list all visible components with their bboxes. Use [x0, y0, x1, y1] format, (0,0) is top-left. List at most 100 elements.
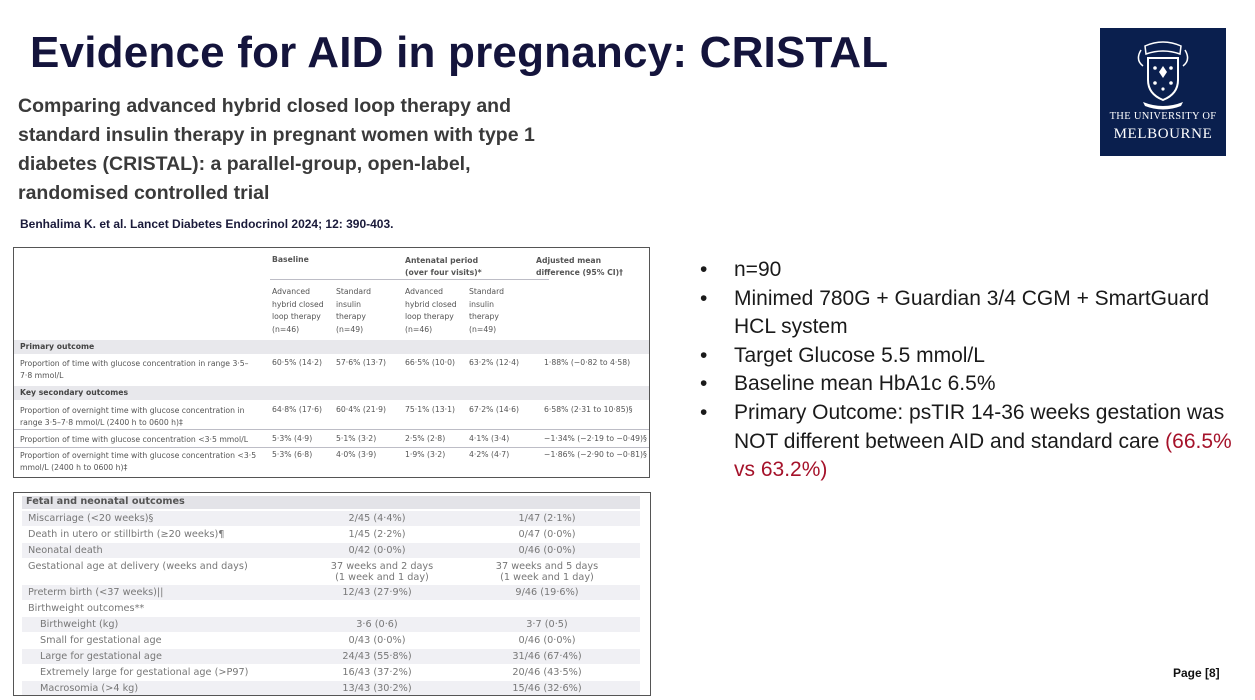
- cell: 63·2% (12·4): [469, 358, 519, 367]
- cell: 57·6% (13·7): [336, 358, 386, 367]
- cell: 60·4% (21·9): [336, 405, 386, 414]
- cell: 5·3% (4·9): [272, 434, 313, 443]
- table-row: Miscarriage (<20 weeks)§ 2/45 (4·4%) 1/4…: [22, 511, 640, 526]
- table-row: Birthweight (kg) 3·6 (0·6) 3·7 (0·5): [22, 617, 640, 632]
- col-antenatal-ahcl: Advanced hybrid closed loop therapy (n=4…: [405, 287, 457, 334]
- cell: 4·0% (3·9): [336, 450, 377, 459]
- cell: 13/43 (30·2%): [342, 683, 412, 694]
- bullet-text: Primary Outcome: psTIR 14-36 weeks gesta…: [734, 400, 1225, 453]
- row-label: Miscarriage (<20 weeks)§: [28, 513, 154, 524]
- col-group-baseline: Baseline: [272, 255, 309, 264]
- cell: 16/43 (37·2%): [342, 667, 412, 678]
- cell: 12/43 (27·9%): [342, 587, 412, 598]
- highlighted-result: (66.5% vs 63.2%): [734, 429, 1232, 482]
- row-label: Macrosomia (>4 kg): [40, 683, 139, 694]
- row-label: Gestational age at delivery (weeks and d…: [28, 561, 248, 572]
- row-label: Birthweight outcomes**: [28, 603, 145, 614]
- row-label: Proportion of overnight time with glucos…: [20, 406, 245, 427]
- cell: 4·2% (4·7): [469, 450, 510, 459]
- bullet-icon: •: [700, 258, 708, 281]
- table-row: Preterm birth (<37 weeks)|| 12/43 (27·9%…: [22, 585, 640, 600]
- table-row: Small for gestational age 0/43 (0·0%) 0/…: [22, 633, 640, 648]
- bullet-text: Baseline mean HbA1c 6.5%: [734, 372, 996, 396]
- slide-title: Evidence for AID in pregnancy: CRISTAL: [30, 28, 889, 77]
- section-secondary: Key secondary outcomes: [20, 388, 129, 397]
- row-label: Extremely large for gestational age (>P9…: [40, 667, 249, 678]
- cell: 37 weeks and 5 days: [495, 561, 599, 572]
- list-item: • Target Glucose 5.5 mmol/L: [700, 342, 1245, 371]
- cell: 2·5% (2·8): [405, 434, 446, 443]
- logo-line-2: MELBOURNE: [1113, 126, 1213, 142]
- citation: Benhalima K. et al. Lancet Diabetes Endo…: [20, 217, 394, 231]
- list-item: • n=90: [700, 256, 1245, 285]
- row-label: Death in utero or stillbirth (≥20 weeks)…: [28, 529, 225, 540]
- cell: (1 week and 1 day): [335, 572, 429, 583]
- header-band: [22, 496, 640, 509]
- cell: (1 week and 1 day): [500, 572, 594, 583]
- table-row: Extremely large for gestational age (>P9…: [22, 665, 640, 680]
- cell: 1·9% (3·2): [405, 450, 446, 459]
- cell: 5·1% (3·2): [336, 434, 377, 443]
- cell: 0/46 (0·0%): [518, 545, 576, 556]
- outcomes-table: Baseline Antenatal period (over four vis…: [13, 247, 650, 478]
- cell: 60·5% (14·2): [272, 358, 322, 367]
- cell: 64·8% (17·6): [272, 405, 322, 414]
- row-label: Preterm birth (<37 weeks)||: [28, 587, 164, 598]
- row-label: Birthweight (kg): [40, 619, 119, 630]
- cell: 1/45 (2·2%): [348, 529, 406, 540]
- cell: 66·5% (10·0): [405, 358, 455, 367]
- bullet-icon: •: [700, 400, 708, 424]
- table-row: Neonatal death 0/42 (0·0%) 0/46 (0·0%): [22, 543, 640, 558]
- bullet-text: Target Glucose 5.5 mmol/L: [734, 343, 985, 367]
- paper-title: Comparing advanced hybrid closed loop th…: [18, 95, 535, 204]
- cell: 37 weeks and 2 days: [330, 561, 434, 572]
- bullet-text: n=90: [734, 258, 782, 281]
- list-item: • Baseline mean HbA1c 6.5%: [700, 370, 1245, 399]
- cell: 24/43 (55·8%): [342, 651, 412, 662]
- bullet-icon: •: [700, 343, 708, 367]
- cell: −1·34% (−2·19 to −0·49)§: [544, 434, 647, 443]
- cell: 2/45 (4·4%): [348, 513, 406, 524]
- cell: 1·88% (−0·82 to 4·58): [544, 358, 631, 367]
- cell: 75·1% (13·1): [405, 405, 455, 414]
- table-row: Large for gestational age 24/43 (55·8%) …: [22, 649, 640, 664]
- neonatal-outcomes-table: Fetal and neonatal outcomes Miscarriage …: [13, 492, 651, 696]
- row-label: Proportion of overnight time with glucos…: [20, 451, 257, 472]
- col-baseline-std: Standard insulin therapy (n=49): [336, 287, 371, 334]
- cell: 0/46 (0·0%): [518, 635, 576, 646]
- bullet-icon: •: [700, 372, 708, 396]
- section-primary: Primary outcome: [20, 342, 95, 351]
- bullet-icon: •: [700, 286, 708, 310]
- cell: 0/47 (0·0%): [518, 529, 576, 540]
- section-band: [14, 340, 649, 354]
- row-label: Proportion of time with glucose concentr…: [20, 435, 249, 444]
- cell: 3·6 (0·6): [356, 619, 398, 630]
- cell: 4·1% (3·4): [469, 434, 510, 443]
- cell: 20/46 (43·5%): [512, 667, 582, 678]
- section-band: [14, 386, 649, 400]
- list-item: • Primary Outcome: psTIR 14-36 weeks gest…: [700, 399, 1245, 485]
- col-antenatal-std: Standard insulin therapy (n=49): [469, 287, 504, 334]
- cell: 0/43 (0·0%): [348, 635, 406, 646]
- cell: 9/46 (19·6%): [515, 587, 579, 598]
- cell: −1·86% (−2·90 to −0·81)§: [544, 450, 647, 459]
- bullet-text: Minimed 780G + Guardian 3/4 CGM + SmartG…: [734, 286, 1210, 339]
- col-group-antenatal: Antenatal period (over four visits)*: [405, 256, 482, 277]
- table-row: Gestational age at delivery (weeks and d…: [22, 559, 640, 584]
- row-label: Proportion of time with glucose concentr…: [20, 359, 249, 380]
- cell: 3·7 (0·5): [526, 619, 568, 630]
- cell: 15/46 (32·6%): [512, 683, 582, 694]
- table-row: Death in utero or stillbirth (≥20 weeks)…: [22, 527, 640, 542]
- list-item: • Minimed 780G + Guardian 3/4 CGM + Smart…: [700, 285, 1245, 342]
- row-label: Large for gestational age: [40, 651, 162, 662]
- col-group-difference: Adjusted mean difference (95% CI)†: [536, 256, 623, 277]
- col-baseline-ahcl: Advanced hybrid closed loop therapy (n=4…: [272, 287, 324, 334]
- cell: 67·2% (14·6): [469, 405, 519, 414]
- cell: 31/46 (67·4%): [512, 651, 582, 662]
- cell: 1/47 (2·1%): [518, 513, 576, 524]
- row-label: Neonatal death: [28, 545, 103, 556]
- cell: 6·58% (2·31 to 10·85)§: [544, 405, 633, 414]
- table-header: Fetal and neonatal outcomes: [26, 496, 185, 507]
- university-logo: THE UNIVERSITY OF MELBOURNE: [1100, 28, 1226, 156]
- logo-line-1: THE UNIVERSITY OF: [1109, 111, 1217, 122]
